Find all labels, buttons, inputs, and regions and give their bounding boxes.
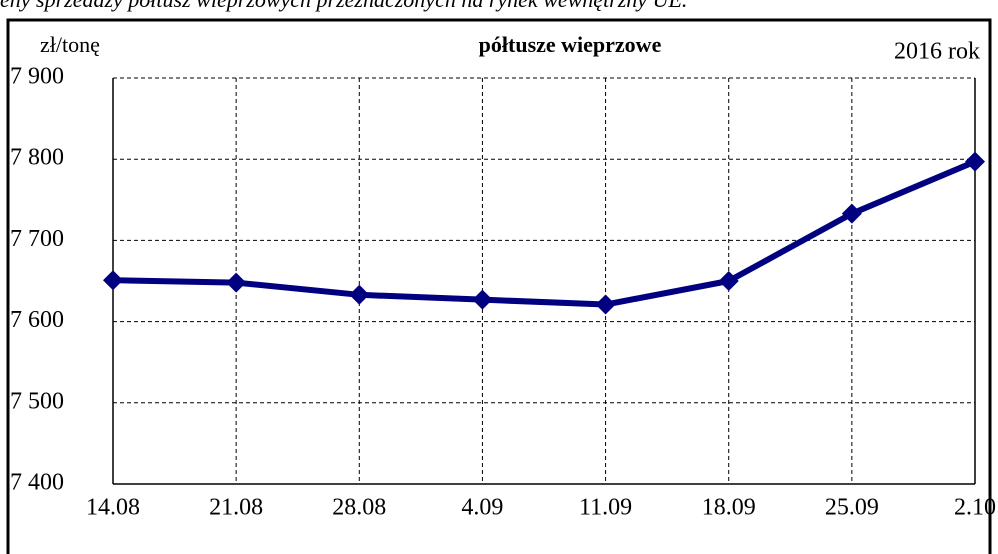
y-axis-label: zł/tonę bbox=[40, 32, 100, 57]
chart-title: półtusze wieprzowe bbox=[479, 32, 662, 57]
x-tick-label: 4.09 bbox=[461, 495, 503, 521]
marker bbox=[226, 272, 247, 293]
marker bbox=[472, 289, 493, 310]
x-tick-label: 14.08 bbox=[86, 495, 140, 521]
x-tick-label: 2.10 bbox=[954, 495, 996, 521]
annotation: 2016 rok bbox=[894, 39, 980, 65]
x-tick-label: 11.09 bbox=[579, 495, 632, 521]
y-tick-label: 7 900 bbox=[10, 64, 64, 90]
y-tick-label: 7 500 bbox=[10, 388, 64, 414]
marker bbox=[841, 203, 862, 224]
marker bbox=[718, 271, 739, 291]
y-tick-label: 7 600 bbox=[10, 307, 64, 333]
marker bbox=[595, 294, 616, 315]
y-tick-label: 7 700 bbox=[10, 226, 64, 252]
line-series bbox=[112, 158, 977, 308]
x-tick-label: 18.09 bbox=[702, 495, 756, 521]
marker bbox=[103, 270, 123, 291]
y-tick-label: 7 400 bbox=[10, 470, 64, 496]
marker bbox=[349, 284, 370, 305]
x-tick-label: 25.09 bbox=[825, 495, 879, 521]
marker bbox=[965, 151, 985, 172]
chart-frame bbox=[6, 18, 992, 554]
y-tick-label: 7 800 bbox=[10, 145, 64, 171]
x-tick-label: 28.08 bbox=[332, 495, 386, 521]
caption: eny sprzedaży półtusz wieprzowych przezn… bbox=[0, 0, 687, 12]
x-tick-label: 21.08 bbox=[209, 495, 263, 521]
